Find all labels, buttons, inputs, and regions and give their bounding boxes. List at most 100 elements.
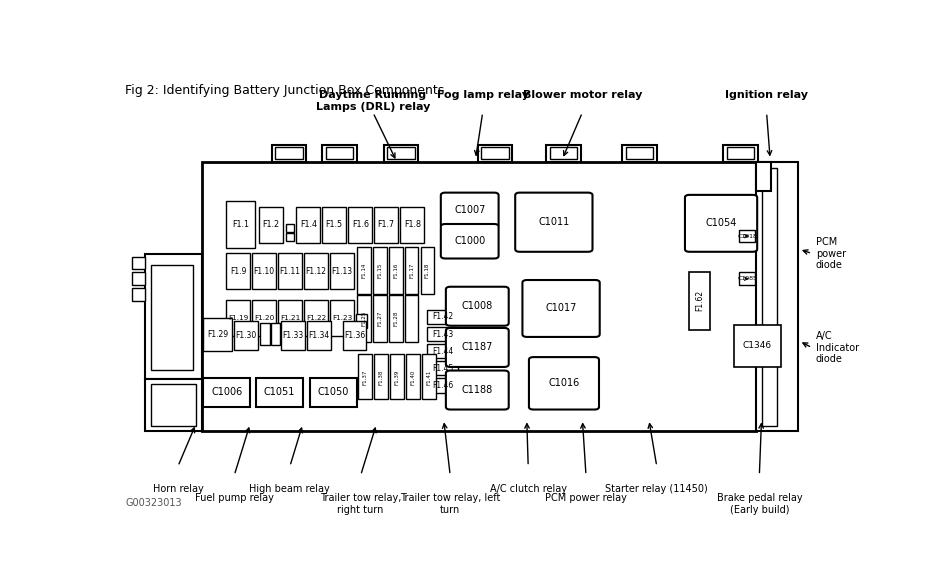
Text: C1000: C1000 xyxy=(454,236,486,246)
Bar xyxy=(279,300,302,336)
Text: A/C clutch relay: A/C clutch relay xyxy=(489,484,567,494)
Bar xyxy=(234,321,258,350)
Bar xyxy=(375,354,388,399)
Bar xyxy=(203,378,250,407)
Bar xyxy=(285,224,295,232)
Text: F1.15: F1.15 xyxy=(377,262,382,278)
Bar xyxy=(357,247,371,294)
Bar xyxy=(276,147,303,159)
Bar xyxy=(151,265,193,370)
Bar xyxy=(132,272,145,285)
Bar xyxy=(427,378,459,392)
Bar xyxy=(304,253,328,289)
Text: F1.33: F1.33 xyxy=(282,331,304,340)
Text: Trailer tow relay,
right turn: Trailer tow relay, right turn xyxy=(320,494,402,515)
FancyBboxPatch shape xyxy=(445,371,509,410)
Bar xyxy=(384,145,418,162)
Bar xyxy=(391,354,404,399)
Text: A/C
Indicator
diode: A/C Indicator diode xyxy=(816,331,858,364)
Text: F1.11: F1.11 xyxy=(280,267,301,275)
Text: Ignition relay: Ignition relay xyxy=(725,90,808,100)
Text: F1.9: F1.9 xyxy=(230,267,246,275)
Text: F1.28: F1.28 xyxy=(393,311,398,326)
Text: Blower motor relay: Blower motor relay xyxy=(523,90,642,100)
Bar xyxy=(330,253,354,289)
Text: F1.4: F1.4 xyxy=(300,221,317,229)
Bar xyxy=(757,162,771,191)
Bar xyxy=(478,145,513,162)
Bar xyxy=(359,354,372,399)
Bar xyxy=(322,207,346,243)
Bar xyxy=(308,321,331,350)
Text: F1.40: F1.40 xyxy=(410,369,416,385)
Text: F1.10: F1.10 xyxy=(254,267,275,275)
Bar xyxy=(422,354,436,399)
Text: F1.7: F1.7 xyxy=(377,221,395,229)
Text: F1.41: F1.41 xyxy=(427,369,432,385)
Bar xyxy=(427,310,459,324)
Text: PCM power relay: PCM power relay xyxy=(545,494,627,503)
Bar xyxy=(389,295,403,342)
Bar xyxy=(145,379,201,431)
Text: C1011: C1011 xyxy=(538,217,569,227)
Bar xyxy=(761,168,777,426)
Bar xyxy=(310,378,357,407)
Text: F1.2: F1.2 xyxy=(262,221,280,229)
Text: Horn relay: Horn relay xyxy=(153,484,203,494)
Bar xyxy=(253,300,276,336)
FancyBboxPatch shape xyxy=(445,328,509,367)
Bar xyxy=(623,145,657,162)
Text: Starter relay (11450): Starter relay (11450) xyxy=(606,484,708,494)
Text: PCM
power
diode: PCM power diode xyxy=(816,237,846,270)
Bar xyxy=(330,300,354,336)
Bar xyxy=(349,207,372,243)
Text: C1051: C1051 xyxy=(264,387,295,398)
Bar xyxy=(145,254,201,379)
FancyBboxPatch shape xyxy=(523,280,599,337)
FancyBboxPatch shape xyxy=(529,357,599,410)
Text: F1.1: F1.1 xyxy=(232,220,249,229)
Text: C1006: C1006 xyxy=(211,387,242,398)
Bar xyxy=(151,384,196,426)
Text: F1.29: F1.29 xyxy=(207,330,228,339)
Text: Daytime Running
Lamps (DRL) relay: Daytime Running Lamps (DRL) relay xyxy=(316,90,430,112)
FancyBboxPatch shape xyxy=(445,287,509,326)
Text: F1.38: F1.38 xyxy=(378,369,384,385)
Text: F1.16: F1.16 xyxy=(393,262,398,278)
Text: F1.17: F1.17 xyxy=(409,262,414,278)
Bar xyxy=(389,247,403,294)
Text: F1.5: F1.5 xyxy=(325,221,343,229)
FancyBboxPatch shape xyxy=(685,195,757,252)
Text: F1.42: F1.42 xyxy=(432,313,453,321)
Text: C1188: C1188 xyxy=(461,385,493,395)
Text: F1.21: F1.21 xyxy=(281,315,300,321)
Bar xyxy=(201,162,757,431)
Bar xyxy=(404,295,418,342)
Text: F1.22: F1.22 xyxy=(306,315,326,321)
Bar xyxy=(256,378,303,407)
Bar xyxy=(279,253,302,289)
Bar xyxy=(357,295,371,342)
Text: F1.6: F1.6 xyxy=(351,221,369,229)
Bar xyxy=(427,361,459,375)
Bar xyxy=(285,233,295,241)
Text: C1016: C1016 xyxy=(548,378,580,388)
Text: C1050: C1050 xyxy=(318,387,350,398)
Bar xyxy=(226,300,250,336)
Text: C1054: C1054 xyxy=(706,218,737,228)
Bar xyxy=(260,323,269,346)
Text: F1.8: F1.8 xyxy=(404,221,420,229)
Bar xyxy=(546,145,581,162)
Bar xyxy=(304,300,328,336)
Bar xyxy=(739,230,755,242)
Bar xyxy=(259,207,282,243)
Text: F1.12: F1.12 xyxy=(306,267,327,275)
Text: G00323013: G00323013 xyxy=(125,498,182,508)
Bar xyxy=(739,272,755,285)
Bar xyxy=(226,253,250,289)
Text: F1.18: F1.18 xyxy=(425,262,430,278)
Text: C1017: C1017 xyxy=(545,303,577,314)
Bar xyxy=(481,147,509,159)
Bar xyxy=(373,295,387,342)
Bar xyxy=(727,147,754,159)
